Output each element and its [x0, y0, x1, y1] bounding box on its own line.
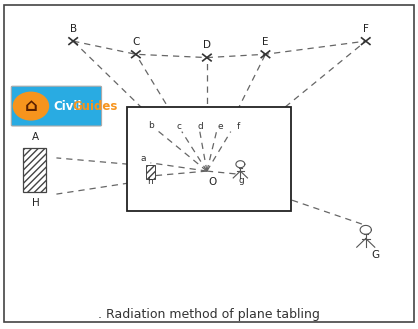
Circle shape — [13, 92, 48, 120]
Text: h: h — [148, 177, 153, 187]
Text: . Radiation method of plane tabling: . Radiation method of plane tabling — [98, 308, 320, 321]
Bar — [127, 107, 291, 211]
Text: H: H — [32, 198, 39, 208]
Text: ⌂: ⌂ — [25, 97, 37, 115]
Text: c: c — [177, 122, 182, 132]
FancyBboxPatch shape — [11, 86, 102, 126]
Text: E: E — [262, 37, 269, 47]
Text: b: b — [148, 121, 154, 130]
Text: F: F — [363, 24, 369, 34]
Text: D: D — [203, 40, 211, 50]
Text: f: f — [237, 122, 240, 132]
Text: Guides: Guides — [72, 100, 118, 113]
Text: d: d — [198, 122, 204, 132]
Text: g: g — [238, 176, 244, 185]
Bar — [23, 148, 46, 192]
Text: G: G — [371, 250, 379, 260]
Text: O: O — [208, 177, 217, 187]
Bar — [146, 165, 155, 179]
Text: B: B — [69, 24, 77, 34]
Text: e: e — [218, 122, 224, 132]
Text: A: A — [32, 132, 39, 142]
Text: a: a — [140, 154, 146, 164]
Text: Civil: Civil — [54, 100, 82, 113]
Text: C: C — [132, 37, 140, 47]
